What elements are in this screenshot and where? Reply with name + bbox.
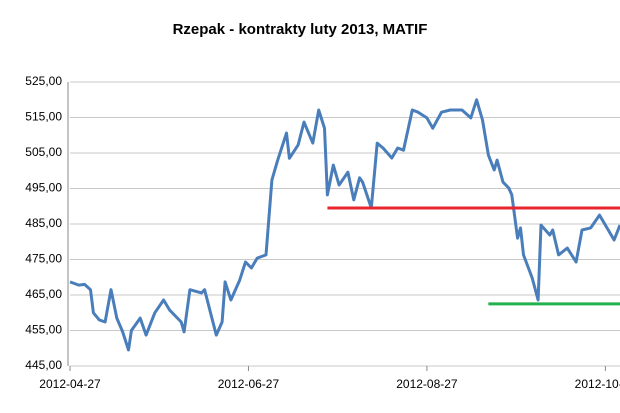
y-tick-label: 515,00 bbox=[25, 110, 62, 124]
chart-title: Rzepak - kontrakty luty 2013, MATIF bbox=[173, 21, 428, 38]
y-tick-label: 525,00 bbox=[25, 74, 62, 88]
line-series bbox=[69, 98, 620, 352]
y-tick-label: 495,00 bbox=[25, 181, 62, 195]
y-tick-label: 475,00 bbox=[25, 252, 62, 266]
x-tick-label: 2012-08-27 bbox=[396, 377, 458, 391]
y-tick-label: 465,00 bbox=[25, 287, 62, 301]
y-tick-label: 505,00 bbox=[25, 145, 62, 159]
y-tick-label: 455,00 bbox=[25, 323, 62, 337]
x-tick-label: 2012-10-27 bbox=[575, 377, 620, 391]
y-tick-label: 485,00 bbox=[25, 216, 62, 230]
y-tick-label: 445,00 bbox=[25, 358, 62, 372]
x-tick-label: 2012-04-27 bbox=[39, 377, 101, 391]
x-tick-label: 2012-06-27 bbox=[218, 377, 280, 391]
